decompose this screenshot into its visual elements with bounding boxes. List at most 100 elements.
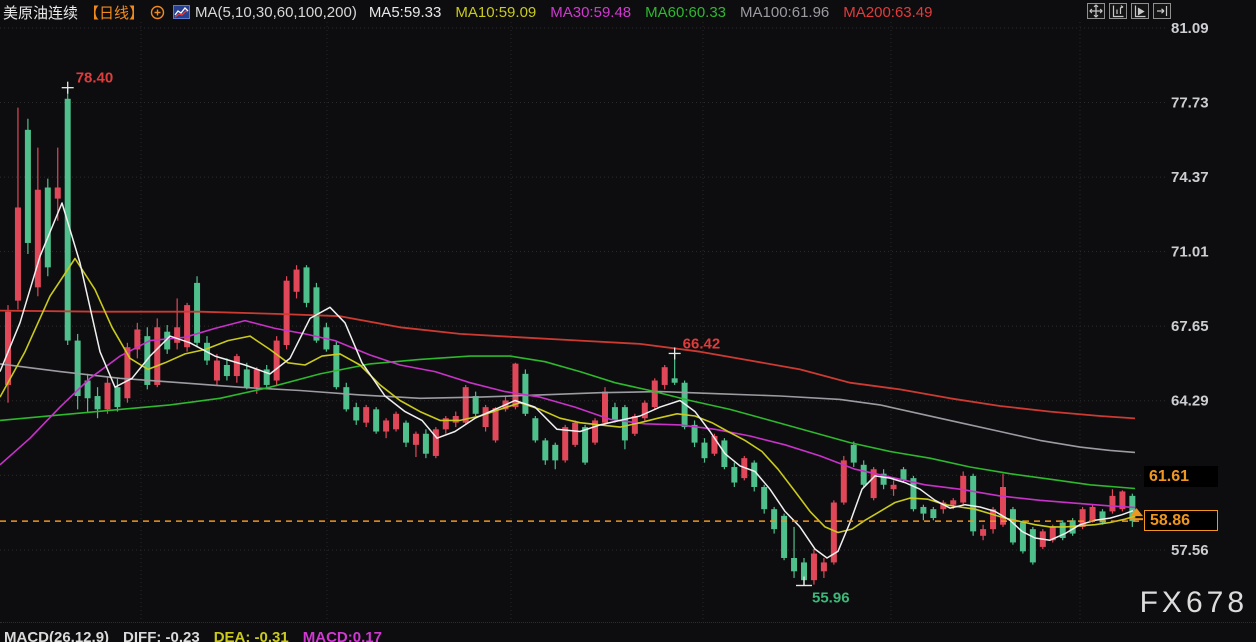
candle[interactable] [940, 500, 947, 514]
candle[interactable] [701, 438, 708, 463]
pane-divider [0, 622, 1256, 623]
candle[interactable] [462, 384, 469, 425]
candle[interactable] [870, 467, 877, 501]
candle[interactable] [930, 506, 937, 521]
candle[interactable] [791, 526, 798, 578]
candle[interactable] [751, 460, 758, 492]
candle[interactable] [1029, 526, 1036, 565]
candle[interactable] [1109, 489, 1116, 514]
candle[interactable] [373, 407, 380, 434]
candle[interactable] [54, 147, 61, 221]
candle[interactable] [363, 404, 370, 428]
candle[interactable] [74, 333, 81, 410]
candle[interactable] [1019, 520, 1026, 554]
candle[interactable] [1009, 506, 1016, 545]
candle[interactable] [592, 418, 599, 445]
candle[interactable] [771, 506, 778, 534]
candle[interactable] [512, 362, 519, 410]
jump-to-latest-icon[interactable] [1153, 3, 1171, 19]
candle[interactable] [562, 424, 569, 463]
candle[interactable] [860, 460, 867, 487]
y-axis: 81.09 77.73 74.37 71.01 67.65 64.29 57.56 [1171, 20, 1209, 559]
pan-right-icon[interactable] [1131, 3, 1149, 19]
candle[interactable] [34, 147, 41, 297]
candle[interactable] [840, 455, 847, 505]
candle[interactable] [353, 402, 360, 425]
pan-left-icon[interactable] [1109, 3, 1127, 19]
candle[interactable] [383, 418, 390, 439]
candle[interactable] [134, 322, 141, 359]
candle[interactable] [1000, 473, 1006, 527]
candle[interactable] [403, 420, 409, 448]
candle[interactable] [24, 118, 31, 255]
candle[interactable] [283, 276, 290, 350]
candle[interactable] [542, 438, 549, 465]
indicator-icon[interactable] [173, 5, 191, 19]
candle[interactable] [303, 265, 310, 308]
candle[interactable] [243, 362, 250, 390]
candle[interactable] [1099, 509, 1106, 525]
candle[interactable] [850, 441, 857, 468]
candle[interactable] [104, 376, 111, 414]
candle[interactable] [184, 302, 191, 352]
candle[interactable] [661, 364, 668, 390]
candle[interactable] [313, 282, 320, 343]
ma-settings-label[interactable]: MA(5,10,30,60,100,200) [195, 3, 357, 21]
candle[interactable] [432, 427, 439, 459]
candle[interactable] [522, 369, 529, 417]
candle[interactable] [880, 469, 887, 490]
macd-segment: DEA: -0.31 [213, 629, 289, 642]
candle[interactable] [323, 322, 330, 352]
candle[interactable] [651, 378, 658, 410]
candle[interactable] [621, 404, 628, 450]
add-compare-icon[interactable] [150, 5, 165, 20]
candle[interactable] [293, 265, 300, 299]
candle[interactable] [960, 471, 967, 505]
candle[interactable] [393, 411, 400, 432]
crosshair-icon[interactable] [1087, 3, 1105, 19]
candle[interactable] [343, 382, 350, 412]
candle[interactable] [681, 380, 688, 430]
candle[interactable] [980, 524, 987, 541]
candle[interactable] [333, 340, 340, 390]
candle[interactable] [482, 404, 489, 432]
candle[interactable] [472, 391, 479, 417]
candle[interactable] [273, 336, 280, 385]
candle[interactable] [641, 400, 648, 421]
candle[interactable] [602, 387, 608, 425]
candle[interactable] [114, 378, 121, 412]
candle[interactable] [1089, 504, 1096, 523]
candle[interactable] [582, 424, 589, 465]
candle[interactable] [44, 178, 51, 277]
candle[interactable] [442, 416, 449, 434]
candle[interactable] [452, 411, 459, 428]
candle[interactable] [572, 420, 579, 448]
candle[interactable] [820, 557, 827, 578]
candle[interactable] [223, 358, 230, 381]
candle[interactable] [552, 442, 559, 470]
timeframe-label[interactable]: 【日线】 [84, 4, 145, 22]
candle[interactable] [412, 431, 419, 458]
candle[interactable] [154, 318, 161, 388]
candle[interactable] [263, 364, 270, 390]
candle[interactable] [1059, 520, 1066, 541]
candle[interactable] [213, 353, 220, 385]
candle[interactable] [422, 429, 429, 459]
candle[interactable] [94, 387, 101, 419]
candle[interactable] [810, 549, 817, 585]
candle[interactable] [14, 107, 21, 310]
candle[interactable] [1119, 490, 1126, 512]
candle[interactable] [492, 407, 499, 443]
candle[interactable] [233, 353, 240, 383]
candle[interactable] [761, 484, 768, 514]
candle[interactable] [890, 480, 897, 496]
candle[interactable] [731, 462, 738, 487]
candle[interactable] [691, 420, 698, 448]
price-annotation: 66.42 [668, 335, 720, 360]
macd-indicator-row[interactable]: MACD(26,12,9) DIFF: -0.23 DEA: -0.31 MACD:0… [4, 629, 410, 642]
candle[interactable] [970, 473, 977, 536]
candle[interactable] [174, 298, 181, 350]
candle[interactable] [532, 416, 539, 443]
candle[interactable] [920, 504, 927, 521]
